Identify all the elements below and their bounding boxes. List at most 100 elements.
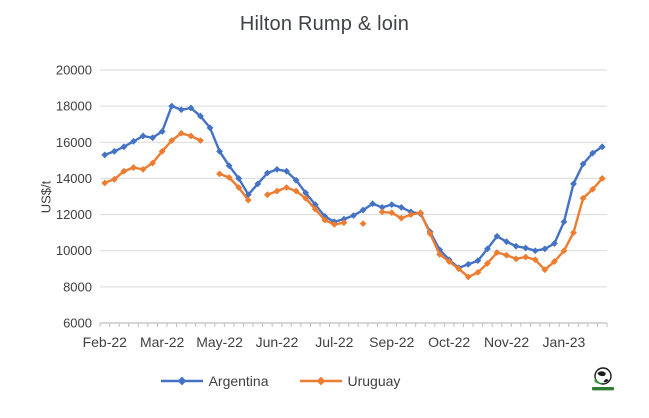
argentina-marker [541,245,549,253]
argentina-marker [197,112,204,120]
legend-item-argentina: Argentina [160,373,269,389]
x-tick-label: Jul-22 [315,334,353,350]
uruguay-marker [522,253,530,261]
argentina-marker [101,151,109,159]
x-tick-label: Jun-22 [256,334,299,350]
uruguay-marker [330,221,338,228]
argentina-marker [321,212,329,220]
chart-title: Hilton Rump & loin [239,13,410,35]
uruguay-marker [187,132,195,140]
argentina-marker [264,169,271,177]
argentina-marker [397,203,405,211]
globe-landmass [597,371,606,377]
argentina-marker [302,189,310,197]
uruguay-marker [417,209,424,217]
y-tick-label: 12000 [56,207,92,222]
uruguay-marker [177,129,185,137]
argentina-marker [158,128,166,135]
argentina-marker [560,218,568,226]
argentina-marker [139,132,147,140]
argentina-marker [273,165,281,173]
argentina-marker [244,191,252,199]
globe-landmass-2 [603,379,609,383]
uruguay-marker [493,249,501,256]
argentina-marker [292,176,300,184]
argentina-marker [550,240,558,247]
series-argentina [101,102,606,272]
argentina-marker [589,149,597,157]
uruguay-marker [283,184,290,191]
y-axis-title: US$/t [38,180,54,214]
argentina-marker [464,260,472,268]
argentina-marker [378,203,386,211]
globe-logo [592,367,614,391]
uruguay-marker [158,147,166,155]
argentina-marker [216,147,223,155]
uruguay-marker [503,251,510,259]
uruguay-marker [474,269,482,276]
argentina-marker [493,232,501,240]
globe-green-swoosh [594,378,605,384]
uruguay-marker [570,229,577,237]
argentina-marker [254,180,262,188]
uruguay-marker [560,247,568,255]
x-tick-label: May-22 [196,334,243,350]
uruguay-marker [484,259,491,267]
uruguay-marker [378,208,386,216]
argentina-marker [522,244,530,252]
argentina-marker [130,137,137,145]
argentina-marker [177,106,185,114]
uruguay-marker [397,214,405,222]
argentina-line-swatch-icon [160,376,203,386]
argentina-marker [168,102,176,110]
legend: Argentina Uruguay [0,373,560,389]
uruguay-marker [359,220,367,228]
argentina-marker [235,175,243,182]
legend-label-argentina: Argentina [208,373,269,389]
x-tick-label: Mar-22 [140,334,185,350]
argentina-marker [283,167,290,175]
uruguay-marker [311,205,319,213]
uruguay-marker [589,185,597,193]
y-tick-label: 10000 [56,243,92,258]
uruguay-marker [149,159,157,167]
uruguay-marker [273,187,281,195]
argentina-marker [570,180,577,188]
argentina-marker [120,143,128,151]
x-tick-label: Oct-22 [428,334,470,350]
argentina-marker [225,162,233,170]
logo-wordmark [592,387,614,391]
y-tick-label: 16000 [56,135,92,150]
argentina-marker [598,143,606,151]
argentina-marker [503,238,510,246]
uruguay-marker [340,219,348,227]
uruguay-marker [541,266,549,274]
y-tick-label: 20000 [56,63,92,78]
argentina-marker [340,215,348,223]
uruguay-marker [598,175,606,182]
uruguay-marker [550,258,558,265]
y-tick-label: 6000 [63,316,92,331]
uruguay-marker [139,165,147,173]
argentina-marker [350,212,357,219]
argentina-marker [512,242,520,250]
argentina-marker [149,134,157,142]
uruguay-line [103,132,604,279]
y-tick-label: 14000 [56,171,92,186]
uruguay-marker [101,179,109,187]
uruguay-marker [168,137,176,144]
uruguay-marker [292,187,300,195]
argentina-marker [531,247,539,255]
argentina-marker [359,206,367,214]
argentina-marker [187,104,195,112]
uruguay-line-swatch-icon [299,376,342,386]
uruguay-marker [321,216,329,224]
uruguay-marker [436,250,443,258]
uruguay-marker [579,194,587,202]
uruguay-marker [512,255,520,263]
uruguay-marker [407,211,415,218]
uruguay-marker [264,191,271,199]
uruguay-marker [455,265,463,273]
series-uruguay [101,129,606,281]
